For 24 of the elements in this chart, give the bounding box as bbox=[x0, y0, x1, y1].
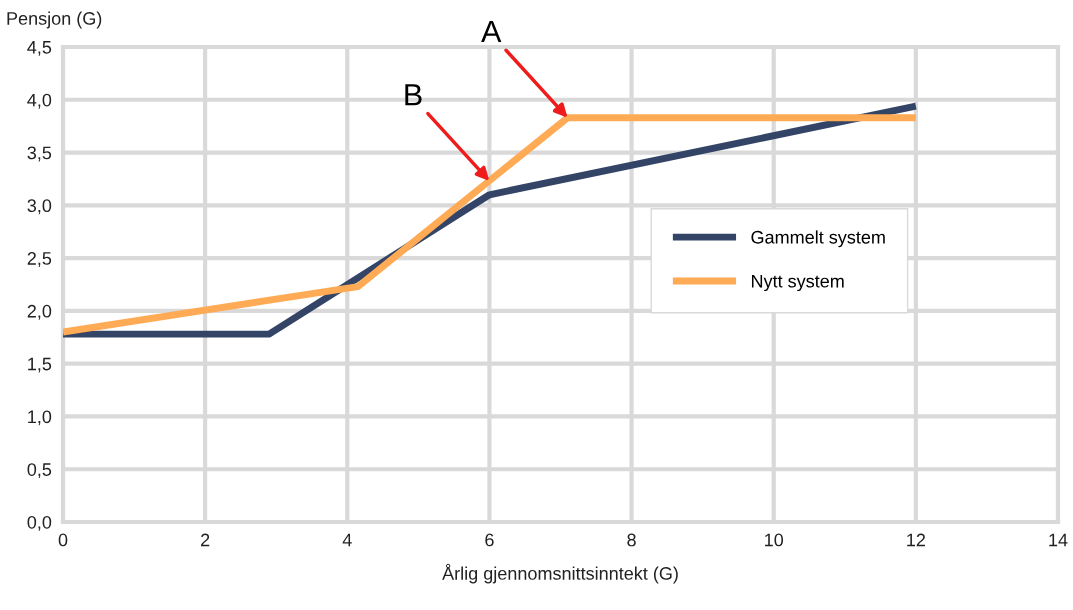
x-tick-label: 12 bbox=[907, 533, 925, 547]
y-tick-label: 3,0 bbox=[27, 199, 52, 215]
y-tick-label: 4,5 bbox=[27, 41, 52, 56]
y-tick-label: 1,0 bbox=[28, 410, 52, 426]
legend-label: Gammelt system bbox=[751, 230, 885, 248]
x-tick-label: 14 bbox=[1049, 533, 1068, 547]
annotation: A bbox=[481, 20, 502, 42]
x-tick-label: 4 bbox=[342, 533, 352, 547]
x-tick-label: 0 bbox=[58, 533, 68, 547]
x-tick-label: 8 bbox=[627, 533, 636, 547]
x-tick-label: 6 bbox=[485, 533, 494, 547]
legend-label: Nytt system bbox=[751, 274, 844, 292]
y-tick-label: 2,5 bbox=[27, 252, 52, 267]
y-tick-label: 1,5 bbox=[28, 357, 52, 373]
y-tick-label: 0,0 bbox=[27, 515, 52, 531]
y-tick-label: 0,5 bbox=[27, 463, 52, 479]
y-axis-title: Pensjon (G) bbox=[7, 11, 102, 29]
x-tick-label: 2 bbox=[201, 533, 210, 547]
y-tick-label: 3,5 bbox=[27, 146, 52, 162]
y-tick-label: 4,0 bbox=[27, 93, 52, 109]
x-tick-label: 10 bbox=[765, 533, 784, 547]
annotation: B bbox=[405, 84, 422, 106]
x-axis-title: Årlig gjennomsnittsinntekt (G) bbox=[442, 563, 678, 584]
y-tick-label: 2,0 bbox=[27, 304, 52, 320]
